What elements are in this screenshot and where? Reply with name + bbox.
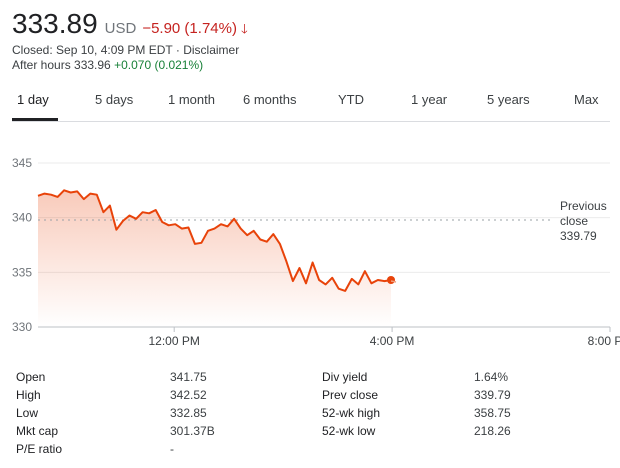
previous-close-text: Previous: [560, 199, 607, 213]
stat-label: 52-wk high: [322, 406, 381, 420]
stat-value: 342.52: [170, 388, 207, 402]
tab-5-days[interactable]: 5 days: [95, 92, 134, 107]
stats-row: High 342.52 Prev close 339.79: [16, 388, 576, 406]
active-tab-indicator: [12, 118, 58, 121]
stat-value: 1.64%: [474, 370, 509, 384]
tab-divider: [12, 121, 610, 122]
stats-row: P/E ratio -: [16, 442, 576, 460]
tab-6-months[interactable]: 6 months: [243, 92, 297, 107]
tab-ytd[interactable]: YTD: [338, 92, 364, 107]
stat-label: Div yield: [322, 370, 368, 384]
after-hours-info: After hours 333.96 +0.070 (0.021%): [12, 58, 203, 72]
key-stats-table: Open 341.75 Div yield 1.64% High 342.52 …: [16, 370, 576, 460]
x-axis: 12:00 PM 4:00 PM 8:00 PM: [149, 327, 620, 348]
stat-label: 52-wk low: [322, 424, 376, 438]
stat-value: 332.85: [170, 406, 207, 420]
stats-row: Open 341.75 Div yield 1.64%: [16, 370, 576, 388]
tab-1-month[interactable]: 1 month: [168, 92, 215, 107]
previous-close-text: close: [560, 214, 588, 228]
price-area-fill: [38, 190, 391, 327]
x-tick-label: 8:00 PM: [588, 334, 620, 348]
range-tabs: 1 day 5 days 1 month 6 months YTD 1 year…: [0, 80, 620, 124]
x-tick-label: 12:00 PM: [149, 334, 200, 348]
y-axis-labels: 345 340 335 330: [12, 156, 32, 334]
currency-label: USD: [104, 20, 137, 37]
stat-value: 301.37B: [170, 424, 215, 438]
disclaimer-link[interactable]: Disclaimer: [183, 43, 240, 57]
tab-1-year[interactable]: 1 year: [411, 92, 448, 107]
closed-info: Closed: Sep 10, 4:09 PM EDT · Disclaimer: [12, 43, 239, 57]
stat-value: 339.79: [474, 388, 511, 402]
stat-value: 358.75: [474, 406, 511, 420]
stat-label: Mkt cap: [16, 424, 59, 438]
stat-label: High: [16, 388, 41, 402]
stat-label: P/E ratio: [16, 442, 63, 456]
price-chart[interactable]: 345 340 335 330 12:00 PM 4:00 PM 8:00 PM Prev…: [0, 146, 620, 358]
stats-row: Mkt cap 301.37B 52-wk low 218.26: [16, 424, 576, 442]
separator: ·: [175, 43, 180, 57]
tab-5-years[interactable]: 5 years: [487, 92, 530, 107]
y-tick-label: 330: [12, 320, 32, 334]
last-price-dot: [387, 275, 396, 284]
stat-value: 341.75: [170, 370, 207, 384]
closed-time: Closed: Sep 10, 4:09 PM EDT: [12, 43, 173, 57]
price-line: [37, 189, 392, 292]
after-hours-change: +0.070 (0.021%): [114, 58, 204, 72]
stat-value: 218.26: [474, 424, 511, 438]
stat-label: Low: [16, 406, 39, 420]
y-tick-label: 340: [12, 211, 32, 225]
current-price: 333.89: [12, 8, 98, 39]
after-hours-price: After hours 333.96: [12, 58, 111, 72]
tab-1-day[interactable]: 1 day: [17, 92, 49, 107]
after-hours-line: [390, 280, 397, 283]
down-arrow-icon: 🡓: [240, 21, 248, 36]
tab-max[interactable]: Max: [574, 92, 599, 107]
stat-label: Open: [16, 370, 46, 384]
stat-label: Prev close: [322, 388, 379, 402]
y-tick-label: 345: [12, 156, 32, 170]
previous-close-text: 339.79: [560, 229, 597, 243]
y-tick-label: 335: [12, 265, 32, 279]
stat-value: -: [170, 442, 174, 456]
price-change: −5.90 (1.74%): [142, 20, 237, 37]
stats-row: Low 332.85 52-wk high 358.75: [16, 406, 576, 424]
quote-header: 333.89 USD −5.90 (1.74%) 🡓: [12, 8, 248, 42]
x-tick-label: 4:00 PM: [370, 334, 415, 348]
